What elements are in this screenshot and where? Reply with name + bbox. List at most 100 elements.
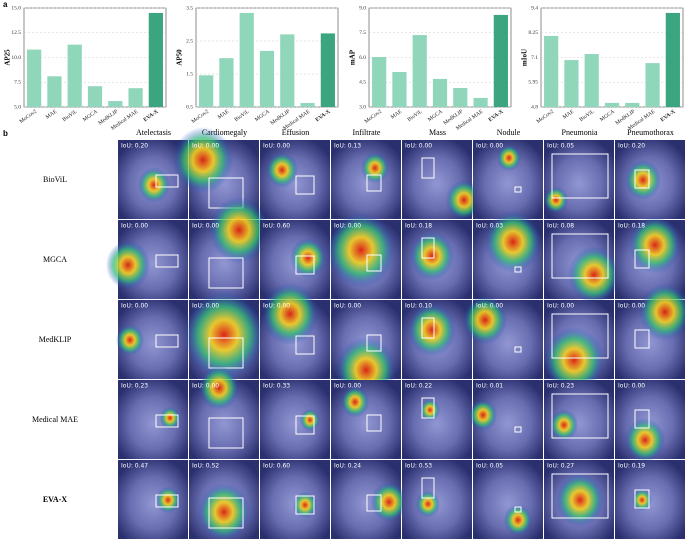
heatmap-cell: IoU: 0.13 [331, 140, 401, 219]
iou-label: IoU: 0.18 [405, 223, 432, 230]
bar [199, 75, 214, 107]
heatmap-cell: IoU: 0.00 [473, 140, 543, 219]
iou-label: IoU: 0.00 [192, 303, 219, 310]
bar [87, 86, 103, 107]
heat-blob [341, 386, 369, 418]
iou-label: IoU: 0.00 [334, 223, 361, 230]
bounding-box [208, 417, 244, 449]
heat-blob [198, 483, 250, 541]
x-tick-label: EVA-X [488, 109, 505, 124]
heatmap-cell: IoU: 0.52 [189, 460, 259, 541]
iou-label: IoU: 0.03 [476, 223, 503, 230]
bounding-box [366, 254, 382, 272]
bounding-box [295, 335, 315, 355]
column-header: Infiltrate [353, 128, 381, 137]
y-tick-label: 4.5 [359, 80, 366, 86]
heatmap-cell: IoU: 0.53 [402, 460, 472, 539]
iou-label: IoU: 0.08 [547, 223, 574, 230]
iou-label: IoU: 0.24 [334, 463, 361, 470]
bounding-box [551, 153, 609, 199]
heat-blob [199, 366, 239, 410]
iou-label: IoU: 0.00 [547, 303, 574, 310]
bounding-box [634, 249, 650, 269]
panel-label: b [3, 129, 8, 138]
heat-blob [209, 197, 269, 263]
bar [372, 57, 387, 107]
x-tick-label: BioViL [234, 108, 251, 123]
bar [493, 14, 508, 107]
heatmap-cell: IoU: 0.05 [473, 460, 543, 539]
iou-label: IoU: 0.00 [476, 143, 503, 150]
bar [544, 35, 559, 108]
heat-blob [420, 399, 440, 421]
y-tick-label: 5.95 [528, 80, 538, 86]
bar [239, 12, 254, 108]
bounding-box [366, 334, 382, 352]
y-axis-label: AP50 [176, 49, 184, 66]
x-tick-label: MGCA [427, 109, 444, 123]
bar [665, 12, 680, 108]
heatmap-cell: IoU: 0.00 [331, 380, 401, 459]
x-tick-label: BioViL [407, 108, 424, 123]
bar [148, 12, 163, 108]
bar [108, 101, 123, 107]
iou-label: IoU: 0.00 [121, 303, 148, 310]
iou-label: IoU: 0.60 [263, 463, 290, 470]
y-tick-label: 12.5 [11, 30, 21, 36]
heatmap-cell: IoU: 0.05 [544, 140, 614, 219]
iou-label: IoU: 0.23 [547, 383, 574, 390]
bar [128, 88, 143, 107]
x-tick-label: MGCA [254, 109, 271, 123]
heatmap-cell: IoU: 0.01 [469, 380, 543, 459]
bounding-box [421, 237, 435, 259]
iou-label: IoU: 0.19 [618, 463, 645, 470]
bar [584, 54, 599, 107]
bar [625, 102, 640, 107]
heatmap-cell: IoU: 0.18 [402, 220, 472, 299]
iou-label: IoU: 0.27 [547, 463, 574, 470]
bar [453, 88, 468, 107]
row-label: MGCA [43, 255, 67, 264]
bounding-box [634, 169, 650, 189]
heat-blob [629, 216, 681, 274]
bar [604, 102, 620, 107]
heatmap-cell: IoU: 0.08 [544, 220, 620, 304]
iou-label: IoU: 0.52 [192, 463, 219, 470]
bounding-box [514, 506, 522, 513]
heat-blob [371, 482, 407, 522]
bounding-box [366, 414, 382, 432]
heatmap-cell: IoU: 0.00 [615, 380, 685, 462]
y-tick-label: 9.0 [359, 5, 366, 11]
bar [564, 60, 579, 107]
y-tick-label: 0.5 [186, 104, 193, 110]
heatmap-cell: IoU: 0.27 [544, 460, 614, 539]
bounding-box [295, 415, 315, 435]
bounding-box [421, 317, 435, 339]
heatmap-cell: IoU: 0.60 [260, 460, 330, 539]
panel-label: a [3, 0, 8, 9]
heatmap-cell: IoU: 0.00 [615, 283, 685, 379]
iou-label: IoU: 0.23 [121, 383, 148, 390]
y-axis-label: AP25 [4, 49, 12, 66]
heatmap-cell: IoU: 0.60 [260, 220, 330, 299]
iou-label: IoU: 0.53 [405, 463, 432, 470]
heatmap-cell: IoU: 0.00 [189, 366, 259, 459]
heat-blob [156, 486, 180, 514]
y-tick-label: 2.5 [186, 38, 193, 44]
y-tick-label: 3.0 [359, 104, 366, 110]
iou-label: IoU: 0.33 [263, 383, 290, 390]
bounding-box [421, 157, 435, 179]
heatmap-cell: IoU: 0.47 [118, 460, 188, 539]
iou-label: IoU: 0.05 [547, 143, 574, 150]
iou-label: IoU: 0.00 [263, 303, 290, 310]
bounding-box [634, 489, 650, 509]
y-tick-label: 6.0 [359, 55, 366, 61]
heatmap-cell: IoU: 0.10 [402, 300, 472, 379]
heat-blob [639, 283, 685, 341]
iou-label: IoU: 0.00 [618, 303, 645, 310]
heatmap-cell: IoU: 0.00 [189, 197, 269, 299]
bounding-box [155, 254, 179, 268]
x-tick-label: MGCA [82, 109, 99, 123]
heat-blob [173, 127, 233, 193]
bounding-box [514, 186, 522, 193]
